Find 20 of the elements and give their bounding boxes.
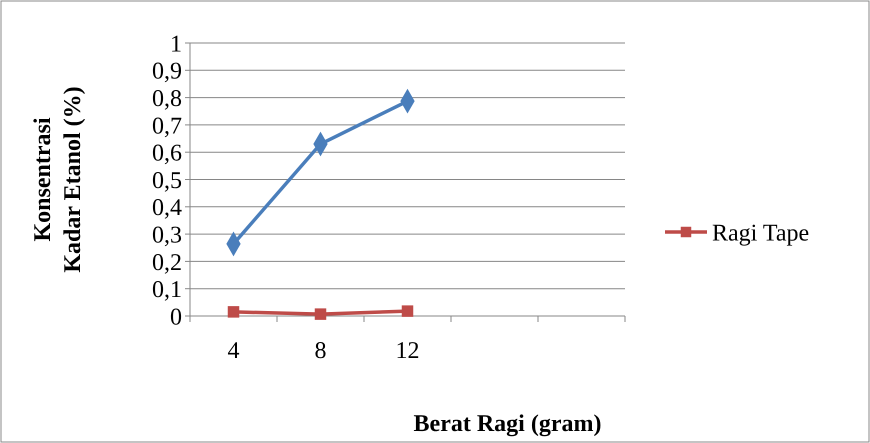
y-tick-label: 0 (170, 304, 182, 330)
legend-label: Ragi Tape (712, 220, 810, 246)
y-axis-title: Konsentrasi Kadar Etanol (%) (30, 86, 86, 273)
y-tick-label: 0,8 (152, 86, 182, 112)
x-tick-label: 4 (228, 338, 240, 364)
y-tick-label: 0,9 (152, 58, 182, 85)
y-tick-label: 0,7 (152, 113, 182, 140)
point (228, 306, 240, 318)
x-tick-label: 12 (396, 338, 420, 364)
x-axis-title: Berat Ragi (gram) (414, 411, 602, 437)
y-tick-label: 1 (170, 31, 182, 58)
y-tick-label: 0,3 (152, 222, 182, 248)
point (314, 308, 326, 320)
y-tick-label: 0,6 (152, 140, 182, 167)
point (402, 305, 414, 317)
x-tick-label: 8 (314, 338, 326, 364)
y-tick-label: 0,4 (152, 195, 182, 222)
y-tick-label: 0,1 (152, 277, 182, 304)
y-tick-label: 0,2 (152, 250, 182, 276)
y-tick-label: 0,5 (152, 168, 182, 194)
